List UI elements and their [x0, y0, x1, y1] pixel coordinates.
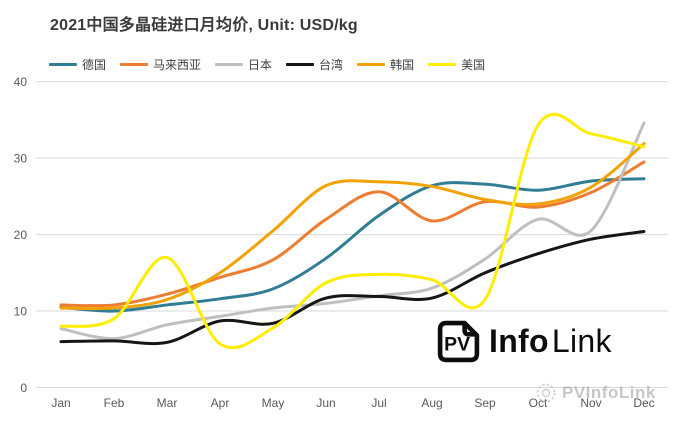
legend: 德国 马来西亚 日本 台湾 韩国 美国 [49, 56, 499, 73]
y-tick-label: 10 [14, 305, 28, 319]
chart-title: 2021中国多晶硅进口月均价, Unit: USD/kg [50, 17, 358, 34]
legend-item-korea: 韩国 [357, 56, 414, 73]
legend-label-malaysia: 马来西亚 [153, 58, 202, 72]
legend-swatch-korea [357, 63, 386, 66]
legend-label-taiwan: 台湾 [319, 58, 344, 72]
x-tick-label: Aug [421, 396, 442, 410]
x-tick-label: Dec [633, 396, 654, 410]
legend-label-germany: 德国 [82, 58, 107, 72]
legend-label-japan: 日本 [248, 58, 273, 72]
y-tick-label: 30 [14, 152, 28, 166]
x-tick-label: Apr [211, 396, 230, 410]
y-tick-label: 20 [14, 228, 28, 242]
legend-swatch-usa [428, 63, 457, 66]
x-tick-label: Jan [51, 396, 70, 410]
legend-label-usa: 美国 [461, 58, 486, 72]
y-tick-label: 0 [20, 381, 27, 395]
series-line-0 [59, 177, 646, 313]
legend-item-taiwan: 台湾 [286, 56, 343, 73]
series-lines [59, 112, 646, 350]
y-axis-labels: 0 10 20 30 40 [14, 75, 28, 395]
x-tick-label: Oct [529, 396, 548, 410]
pv-logo-text: PV [444, 334, 470, 356]
legend-swatch-japan [215, 63, 244, 66]
legend-swatch-malaysia [120, 63, 149, 66]
series-line-1 [59, 160, 646, 308]
y-tick-label: 40 [14, 75, 28, 89]
gridlines [36, 81, 668, 388]
series-line-4 [59, 142, 646, 311]
x-tick-label: Jun [316, 396, 335, 410]
pv-logo-icon: PV [437, 320, 480, 363]
legend-swatch-germany [49, 63, 77, 66]
pvinfolink-logo: PV InfoLink [436, 319, 612, 364]
x-tick-label: Sep [474, 396, 496, 410]
legend-item-japan: 日本 [215, 56, 272, 73]
legend-item-germany: 德国 [49, 56, 106, 73]
x-tick-label: Jul [371, 396, 386, 410]
legend-item-malaysia: 马来西亚 [120, 56, 201, 73]
logo-link-text: Link [551, 323, 612, 359]
x-tick-label: Nov [580, 396, 601, 410]
legend-swatch-taiwan [286, 63, 315, 66]
legend-item-usa: 美国 [428, 56, 485, 73]
x-tick-label: May [262, 396, 285, 410]
x-tick-label: Mar [157, 396, 178, 410]
series-line-3 [59, 230, 646, 346]
series-line-5 [59, 112, 646, 350]
logo-info-text: Info [489, 323, 549, 359]
x-axis-labels: Jan Feb Mar Apr May Jun Jul Aug Sep Oct Nov Dec [51, 396, 654, 410]
x-tick-label: Feb [104, 396, 125, 410]
logo-wordmark: InfoLink [489, 323, 612, 360]
legend-label-korea: 韩国 [390, 58, 415, 72]
